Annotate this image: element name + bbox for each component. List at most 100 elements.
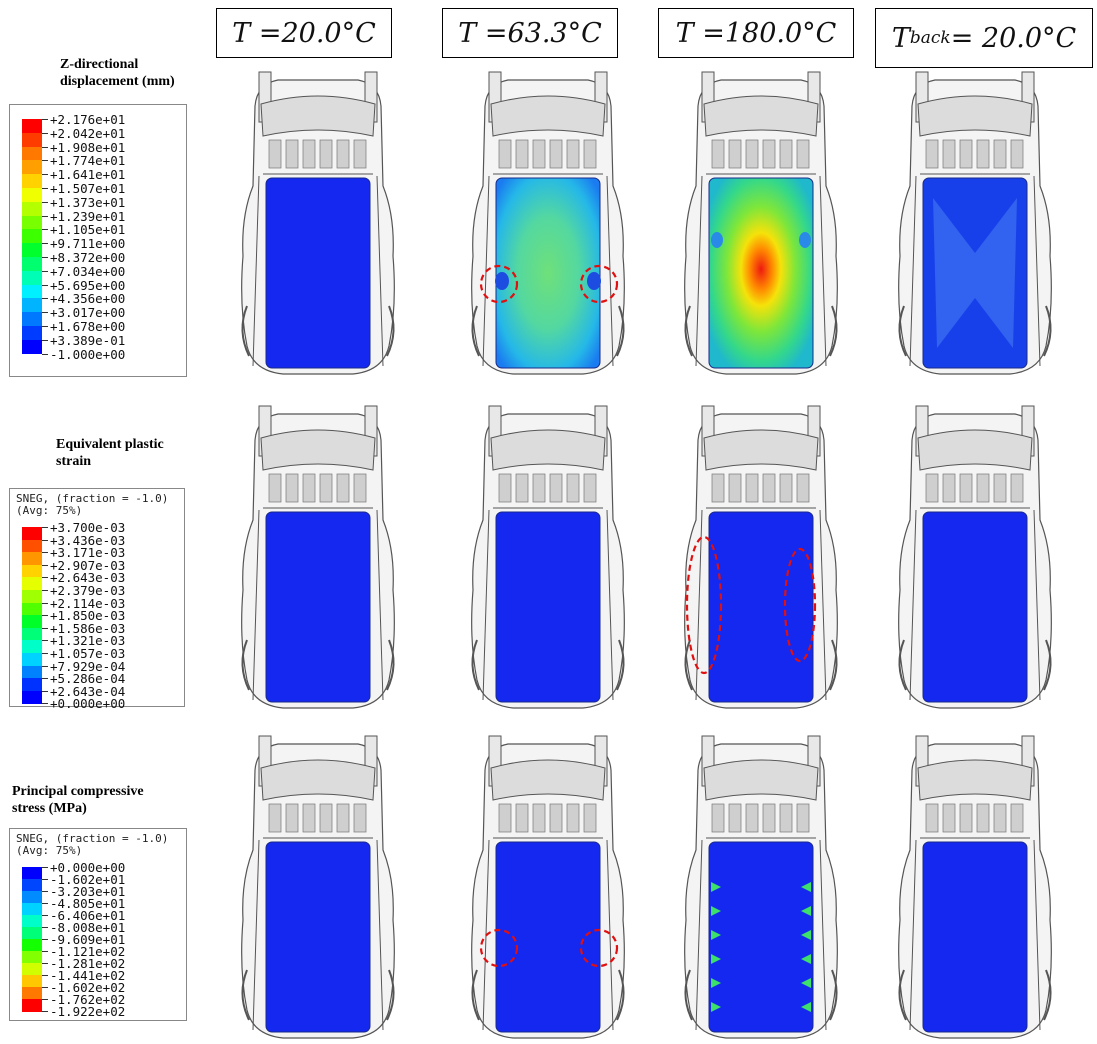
legend-value-label: +3.436e-03: [50, 532, 126, 548]
column-header-4-subscript: back: [909, 28, 951, 48]
rear-arch-left: [898, 305, 907, 357]
row-title-displacement: Z-directional displacement (mm): [60, 56, 175, 90]
legend-swatch: [22, 879, 42, 892]
contour-plot-r3-c1: [233, 730, 403, 1044]
frame-detail: [515, 803, 529, 833]
rear-arch-right: [1043, 969, 1052, 1021]
legend-value-label: +2.907e-03: [50, 557, 126, 573]
row-title-strain-line2: strain: [56, 454, 91, 469]
side-rail-right: [1033, 509, 1041, 701]
legend-value-label: +2.176e+01: [50, 112, 126, 127]
roof-contour: [708, 841, 814, 1033]
legend-stress: SNEG, (fraction = -1.0) (Avg: 75%) +0.000e…: [9, 828, 187, 1021]
contour-plot-r2-c1: [233, 400, 403, 714]
frame-detail: [745, 139, 759, 169]
rear-arch-left: [684, 305, 693, 357]
column-header-1-value: 20.0°C: [281, 17, 376, 49]
rear-arch-right: [386, 969, 395, 1021]
column-header-3-prefix: T =: [675, 17, 725, 49]
highlight-ellipse-left: [685, 535, 723, 675]
column-header-3-value: 180.0°C: [724, 17, 837, 49]
rear-arch-right: [829, 969, 838, 1021]
roof-contour: [708, 177, 814, 369]
frame-detail: [745, 803, 759, 833]
legend-swatch: [22, 577, 42, 591]
legend-swatch: [22, 640, 42, 654]
legend-tick: [42, 1011, 48, 1012]
frame-detail: [796, 139, 810, 169]
frame-detail: [762, 473, 776, 503]
car-roof-model: [684, 405, 838, 709]
frame-detail: [959, 473, 973, 503]
legend-swatch: [22, 527, 42, 541]
edge-hotspot: [801, 930, 811, 940]
legend-swatch: [22, 963, 42, 976]
legend-tick: [42, 963, 48, 964]
edge-hotspot: [711, 906, 721, 916]
legend-swatch: [22, 284, 42, 299]
legend-tick: [42, 615, 48, 617]
legend-tick: [42, 653, 48, 654]
legend-swatch: [22, 653, 42, 667]
column-header-2-prefix: T =: [458, 17, 508, 49]
side-rail-right: [1033, 175, 1041, 367]
legend-value-label: +3.389e-01: [50, 332, 126, 348]
legend-swatch: [22, 690, 42, 704]
side-rail-left: [695, 175, 703, 367]
legend-displacement: +2.176e+01 +2.042e+01 +1.908e+01 +1.774e+01…: [9, 104, 187, 377]
car-roof-model: [898, 71, 1052, 375]
legend-tick: [42, 999, 48, 1000]
roof-contour: [922, 511, 1028, 703]
edge-hotspot: [711, 954, 721, 964]
frame-detail: [583, 139, 597, 169]
rear-arch-right: [386, 305, 395, 357]
edge-hotspot: [801, 1002, 811, 1012]
frame-detail: [1010, 473, 1024, 503]
frame-detail: [942, 473, 956, 503]
legend-swatch: [22, 188, 42, 203]
legend-value-label: +2.379e-03: [50, 583, 126, 598]
car-roof-model: [684, 735, 838, 1039]
legend-value-label: +1.321e-03: [50, 633, 126, 649]
frame-detail: [925, 473, 939, 503]
frame-detail: [762, 139, 776, 169]
frame-detail: [1010, 803, 1024, 833]
contour-plot-r1-c4: [890, 66, 1060, 380]
legend-value-label: -6.406e+01: [50, 908, 126, 923]
edge-hotspot: [711, 978, 721, 988]
column-header-2-value: 63.3°C: [507, 17, 602, 49]
frame-detail: [319, 803, 333, 833]
legend-value-label: -1.121e+02: [50, 944, 126, 959]
legend-swatch: [22, 160, 42, 175]
legend-tick: [42, 867, 48, 868]
rear-arch-left: [471, 639, 480, 691]
legend-swatch: [22, 927, 42, 940]
legend-swatch: [22, 146, 42, 161]
side-rail-right: [606, 509, 614, 701]
car-roof-model: [241, 405, 395, 709]
frame-detail: [353, 803, 367, 833]
legend-value-label: -1.602e+01: [50, 872, 126, 887]
front-frame: [917, 759, 1033, 801]
legend-value-label: +2.643e-04: [50, 683, 126, 699]
legend-value-label: +7.929e-04: [50, 658, 126, 674]
legend-value-label: +1.239e+01: [50, 208, 126, 224]
legend-tick: [42, 665, 48, 667]
legend-tick: [42, 298, 48, 300]
roof-contour: [495, 511, 601, 703]
legend-value-label: +0.000e+00: [50, 696, 126, 712]
legend-value-label: -8.008e+01: [50, 920, 126, 935]
highlight-circle-left: [479, 264, 519, 304]
car-roof-model: [684, 71, 838, 375]
legend-value-label: +1.678e+00: [50, 319, 126, 334]
legend-tick: [42, 215, 48, 217]
legend-value-label: +3.017e+00: [50, 305, 126, 321]
legend-swatch: [22, 615, 42, 629]
frame-detail: [976, 139, 990, 169]
frame-detail: [549, 139, 563, 169]
frame-detail: [728, 803, 742, 833]
legend-swatch: [22, 257, 42, 272]
legend-swatch: [22, 627, 42, 641]
legend-value-label: +1.507e+01: [50, 181, 126, 196]
legend-value-label: +1.373e+01: [50, 194, 126, 210]
